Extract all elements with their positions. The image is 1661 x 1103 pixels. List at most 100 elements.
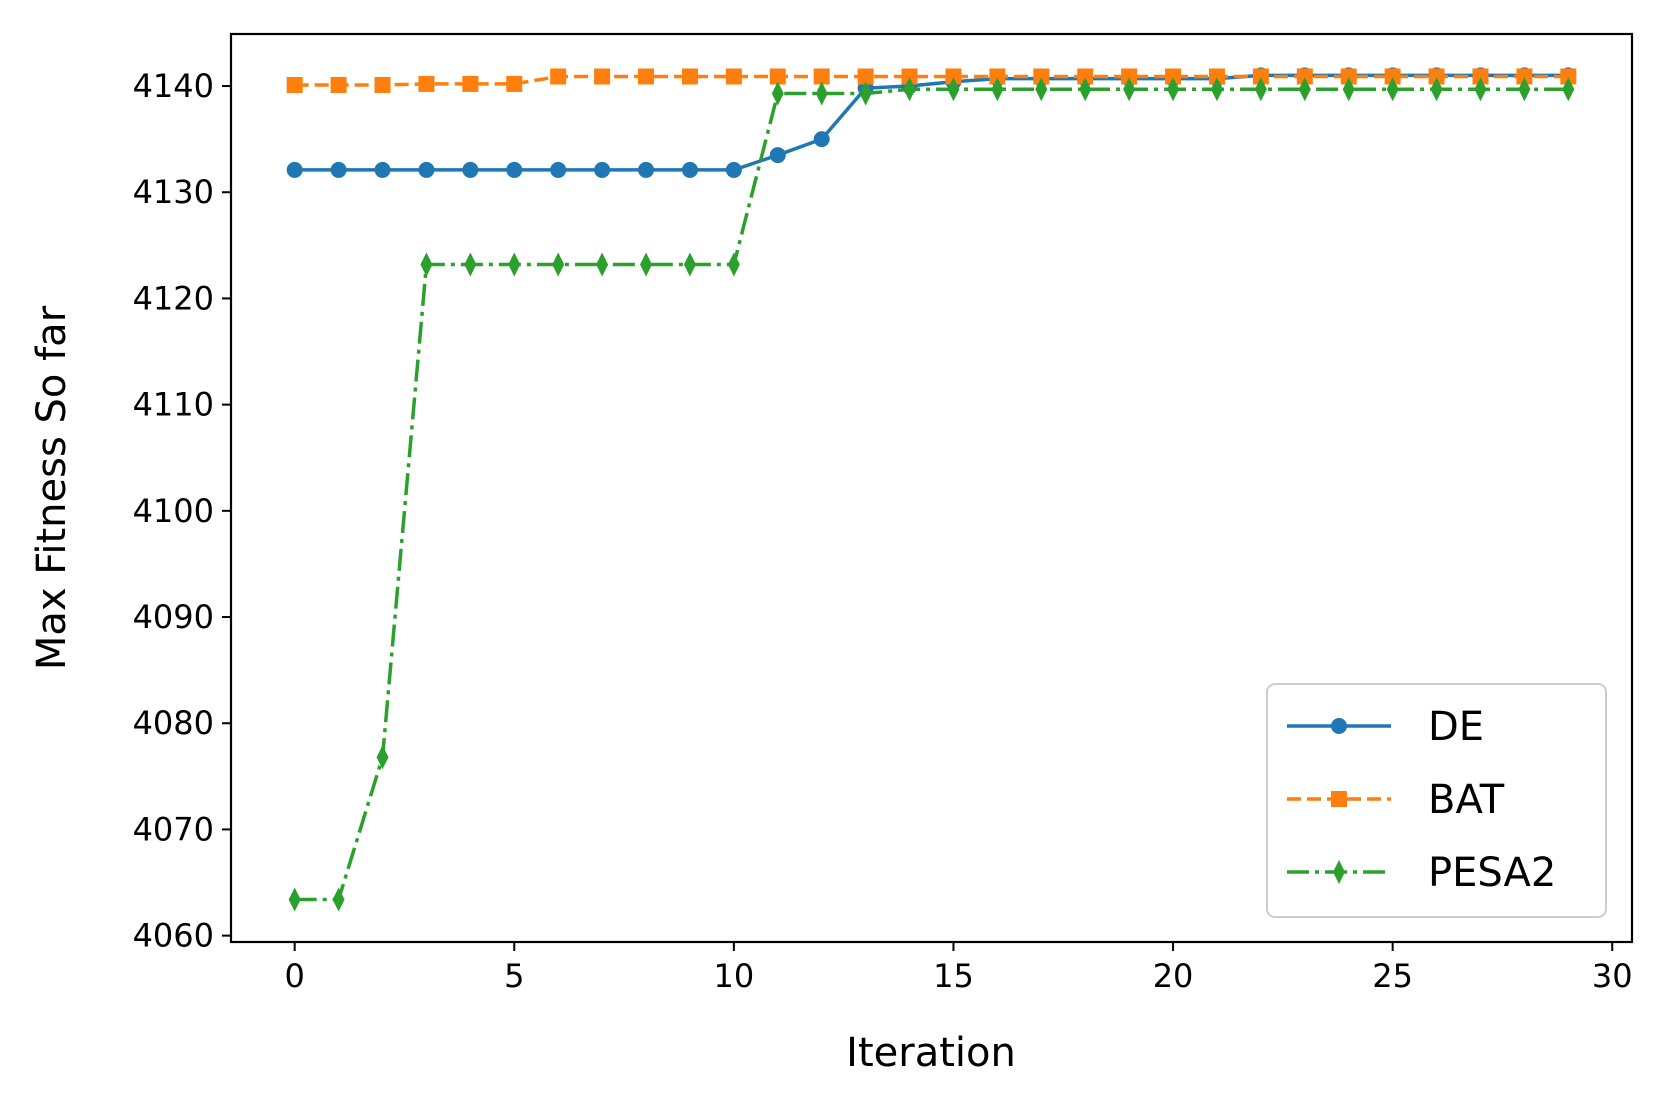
legend-marker-de: [1331, 718, 1347, 734]
x-tick-label: 30: [1592, 957, 1633, 995]
data-point-bat: [1208, 68, 1225, 85]
data-point-bat: [1252, 68, 1269, 85]
legend-label-de: DE: [1428, 704, 1484, 750]
data-point-pesa2: [815, 81, 828, 106]
legend-marker-bat: [1331, 791, 1347, 807]
data-point-bat: [1121, 68, 1138, 85]
data-point-de: [813, 131, 830, 148]
data-point-pesa2: [552, 252, 565, 277]
data-point-pesa2: [859, 81, 872, 106]
data-point-bat: [901, 68, 918, 85]
data-point-bat: [1033, 68, 1050, 85]
series-pesa2: [288, 77, 1575, 912]
data-point-pesa2: [1254, 77, 1267, 102]
legend-label-bat: BAT: [1428, 777, 1505, 823]
data-point-pesa2: [1474, 77, 1487, 102]
series-layer: [286, 67, 1577, 912]
data-point-pesa2: [727, 252, 740, 277]
data-point-bat: [1077, 68, 1094, 85]
data-point-pesa2: [1386, 77, 1399, 102]
x-tick-label: 10: [714, 957, 755, 995]
data-point-pesa2: [903, 77, 916, 102]
legend-box: [1266, 683, 1607, 918]
x-tick-label: 5: [504, 957, 524, 995]
x-tick-label: 20: [1153, 957, 1194, 995]
data-point-pesa2: [771, 81, 784, 106]
legend-entry-de: DE: [1287, 704, 1484, 750]
data-point-de: [418, 161, 435, 178]
data-point-bat: [945, 68, 962, 85]
x-tick-label: 25: [1372, 957, 1413, 995]
y-tick-label: 4110: [133, 386, 214, 424]
x-axis-label: Iteration: [846, 1030, 1016, 1076]
data-point-pesa2: [288, 887, 301, 912]
y-tick-label: 4120: [133, 279, 214, 317]
data-point-pesa2: [640, 252, 653, 277]
y-tick-label: 4130: [133, 173, 214, 211]
data-point-pesa2: [508, 252, 521, 277]
y-tick-label: 4090: [133, 598, 214, 636]
legend-label-pesa2: PESA2: [1428, 850, 1556, 896]
legend-entry-bat: BAT: [1287, 777, 1505, 823]
data-point-de: [506, 161, 523, 178]
data-point-de: [286, 161, 303, 178]
data-point-bat: [506, 75, 523, 92]
y-tick-label: 4140: [133, 67, 214, 105]
ticks-layer: 0 5 10 15 20 25 30 4060 4070 4080 4090 4100 4110 4120…: [133, 67, 1633, 995]
data-point-pesa2: [1342, 77, 1355, 102]
data-point-pesa2: [1035, 77, 1048, 102]
data-point-bat: [857, 68, 874, 85]
data-point-bat: [989, 68, 1006, 85]
data-point-pesa2: [947, 77, 960, 102]
data-point-pesa2: [1298, 77, 1311, 102]
data-point-pesa2: [1430, 77, 1443, 102]
data-point-de: [462, 161, 479, 178]
data-point-pesa2: [596, 252, 609, 277]
data-point-bat: [725, 68, 742, 85]
data-point-pesa2: [1210, 77, 1223, 102]
data-point-pesa2: [376, 745, 389, 770]
data-point-bat: [1340, 68, 1357, 85]
data-point-de: [725, 161, 742, 178]
data-point-bat: [594, 68, 611, 85]
data-point-bat: [374, 76, 391, 93]
data-point-bat: [681, 68, 698, 85]
legend-entry-pesa2: PESA2: [1287, 850, 1556, 896]
data-point-bat: [638, 68, 655, 85]
data-point-pesa2: [1562, 77, 1575, 102]
data-point-bat: [1472, 68, 1489, 85]
data-point-pesa2: [1518, 77, 1531, 102]
y-tick-label: 4070: [133, 810, 214, 848]
y-axis-label: Max Fitness So far: [29, 305, 75, 670]
data-point-bat: [1384, 68, 1401, 85]
x-tick-label: 0: [285, 957, 305, 995]
data-point-pesa2: [1079, 77, 1092, 102]
data-point-de: [550, 161, 567, 178]
data-point-pesa2: [1123, 77, 1136, 102]
data-point-bat: [550, 68, 567, 85]
data-point-bat: [1516, 68, 1533, 85]
data-point-bat: [330, 76, 347, 93]
data-point-pesa2: [464, 252, 477, 277]
series-bat: [286, 68, 1577, 93]
data-point-bat: [769, 68, 786, 85]
y-tick-label: 4080: [133, 704, 214, 742]
legend-marker-pesa2: [1333, 860, 1345, 884]
data-point-de: [330, 161, 347, 178]
data-point-pesa2: [683, 252, 696, 277]
data-point-pesa2: [991, 77, 1004, 102]
data-point-bat: [1560, 68, 1577, 85]
series-line-pesa2: [294, 87, 1569, 902]
data-point-bat: [1165, 68, 1182, 85]
data-point-de: [374, 161, 391, 178]
data-point-de: [594, 161, 611, 178]
data-point-pesa2: [332, 887, 345, 912]
legend: DE BAT PESA2: [1266, 683, 1607, 918]
data-point-bat: [418, 75, 435, 92]
x-tick-label: 15: [933, 957, 974, 995]
data-point-de: [638, 161, 655, 178]
data-point-bat: [286, 76, 303, 93]
data-point-bat: [1296, 68, 1313, 85]
